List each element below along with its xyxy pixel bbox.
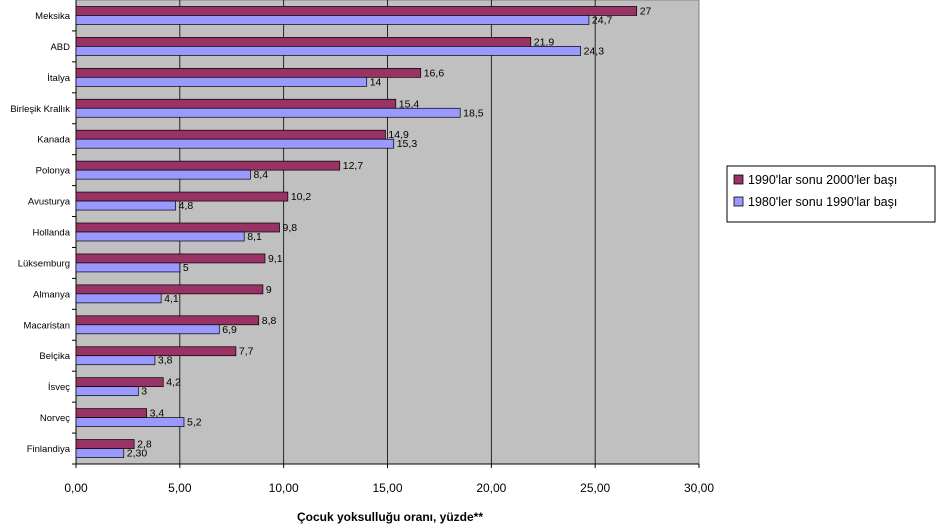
bar-series-2 bbox=[75, 262, 181, 273]
category-label: Macaristan bbox=[24, 320, 70, 331]
bar-series-2 bbox=[75, 231, 245, 242]
x-tick-label: 10,00 bbox=[269, 481, 299, 495]
x-tick-label: 15,00 bbox=[372, 481, 402, 495]
data-label: 15,4 bbox=[399, 98, 420, 110]
legend-swatch bbox=[733, 196, 744, 207]
data-label: 18,5 bbox=[463, 107, 484, 119]
data-label: 5 bbox=[183, 262, 189, 274]
data-label: 8,8 bbox=[262, 315, 277, 327]
category-label: Almanya bbox=[33, 289, 71, 300]
bar-series-1 bbox=[75, 377, 164, 388]
category-label: Norveç bbox=[40, 413, 70, 424]
data-label: 3 bbox=[141, 386, 147, 398]
data-label: 4,8 bbox=[179, 200, 194, 212]
category-label: Kanada bbox=[37, 135, 70, 146]
data-label: 4,2 bbox=[166, 377, 181, 389]
bar-series-1 bbox=[75, 129, 386, 140]
x-axis-title: Çocuk yoksulluğu oranı, yüzde** bbox=[297, 510, 483, 524]
data-label: 16,6 bbox=[424, 67, 445, 79]
data-label: 3,8 bbox=[158, 355, 173, 367]
data-label: 10,2 bbox=[291, 191, 312, 203]
data-label: 8,1 bbox=[247, 231, 262, 243]
category-labels: Meksika ABD İtalya Birleşik Krallık Kanada Po… bbox=[10, 11, 70, 455]
data-label: 24,7 bbox=[592, 14, 613, 26]
x-tick-label: 5,00 bbox=[168, 481, 192, 495]
x-tick-label: 0,00 bbox=[64, 481, 88, 495]
bar-series-2 bbox=[75, 324, 220, 335]
data-label: 9 bbox=[266, 284, 272, 296]
legend-label: 1990'lar sonu 2000'ler başı bbox=[748, 173, 897, 187]
x-tick-label: 20,00 bbox=[476, 481, 506, 495]
category-label: Meksika bbox=[35, 11, 71, 22]
data-label: 5,2 bbox=[187, 417, 202, 429]
data-label: 21,9 bbox=[534, 36, 555, 48]
bar-series-2 bbox=[75, 169, 251, 180]
bar-series-2 bbox=[75, 293, 162, 304]
category-label: Birleşik Krallık bbox=[10, 104, 70, 115]
bar-series-2 bbox=[75, 200, 177, 211]
x-tick-label: 25,00 bbox=[580, 481, 610, 495]
category-label: ABD bbox=[50, 42, 70, 53]
bar-series-1 bbox=[75, 284, 264, 295]
category-label: Belçika bbox=[39, 351, 70, 362]
data-label: 9,1 bbox=[268, 253, 283, 265]
bar-series-1 bbox=[75, 439, 135, 449]
bars: 27 24,7 21,9 24,3 16,6 14 15,4 18,5 14,915,3 12,7… bbox=[75, 5, 652, 460]
bar-series-1 bbox=[75, 191, 289, 202]
data-label: 2,8 bbox=[137, 439, 152, 451]
bar-series-2 bbox=[75, 15, 590, 25]
x-tick-label: 30,00 bbox=[684, 481, 714, 495]
bar-series-2 bbox=[75, 138, 395, 149]
legend-label: 1980'ler sonu 1990'lar başı bbox=[748, 195, 897, 209]
category-label: Hollanda bbox=[33, 228, 71, 239]
category-label: Lüksemburg bbox=[18, 258, 70, 269]
bar-series-2 bbox=[75, 76, 368, 87]
bar-series-2 bbox=[75, 46, 581, 56]
bar-series-1 bbox=[75, 160, 341, 171]
data-label: 14,9 bbox=[388, 129, 409, 141]
data-label: 12,7 bbox=[343, 160, 364, 172]
bar-series-1 bbox=[75, 346, 237, 357]
bar-series-2 bbox=[75, 386, 139, 397]
category-label: Polonya bbox=[36, 166, 71, 177]
bar-series-1 bbox=[75, 98, 397, 109]
data-label: 24,3 bbox=[584, 45, 605, 57]
x-tick-labels: 0,00 5,00 10,00 15,00 20,00 25,00 30,00 bbox=[64, 481, 714, 495]
data-label: 4,1 bbox=[164, 293, 179, 305]
data-label: 15,3 bbox=[397, 138, 418, 150]
legend-swatch bbox=[733, 174, 744, 185]
legend-box bbox=[726, 165, 936, 223]
data-label: 14 bbox=[370, 76, 382, 88]
bar-series-2 bbox=[75, 417, 185, 427]
data-label: 8,4 bbox=[253, 169, 268, 181]
category-label: Avusturya bbox=[28, 197, 71, 208]
bar-series-1 bbox=[75, 253, 266, 264]
category-label: Finlandiya bbox=[27, 444, 71, 455]
data-label: 6,9 bbox=[222, 324, 237, 336]
bar-series-2 bbox=[75, 448, 125, 458]
data-label: 3,4 bbox=[150, 408, 165, 420]
bar-series-2 bbox=[75, 107, 461, 118]
bar-series-1 bbox=[75, 6, 638, 16]
data-label: 2,30 bbox=[127, 448, 148, 460]
category-label: İsveç bbox=[48, 382, 70, 393]
data-label: 9,8 bbox=[283, 222, 298, 234]
bar-series-1 bbox=[75, 37, 532, 47]
data-label: 7,7 bbox=[239, 346, 254, 358]
category-label: İtalya bbox=[47, 73, 70, 84]
bar-series-1 bbox=[75, 408, 147, 418]
data-label: 27 bbox=[640, 5, 652, 17]
legend: 1990'lar sonu 2000'ler başı 1980'ler sonu… bbox=[726, 165, 936, 223]
bar-series-2 bbox=[75, 355, 156, 366]
